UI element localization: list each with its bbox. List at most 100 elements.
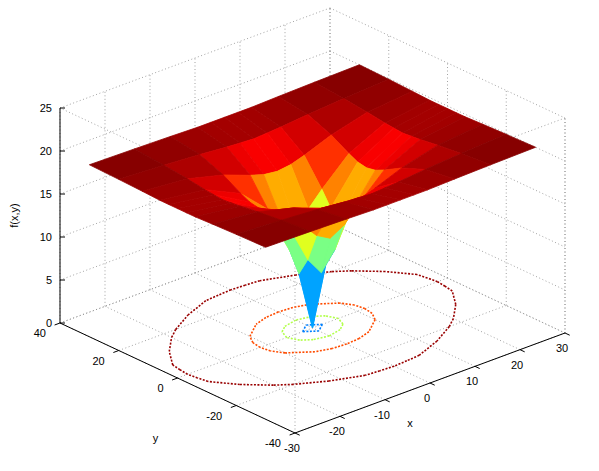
x-tick: [475, 366, 480, 368]
contour-segment: [438, 282, 446, 287]
contour-segment: [419, 341, 437, 355]
contour-segment: [278, 307, 293, 312]
contour-segment: [303, 330, 319, 332]
grid-line: [565, 118, 566, 333]
y-tick-label: -20: [206, 410, 222, 422]
contour-segment: [329, 375, 365, 381]
contour-segment: [385, 272, 417, 275]
contour-segment: [445, 286, 452, 291]
plot-area: [89, 65, 535, 385]
grid-line: [330, 180, 565, 290]
contour-segment: [449, 319, 453, 327]
z-axis: [60, 108, 61, 323]
contour-segment: [169, 338, 171, 352]
grid: [60, 8, 565, 433]
z-tick: [60, 280, 65, 281]
x-tick-label: -10: [374, 409, 390, 421]
z-tick-label: 20: [40, 145, 52, 157]
contour-segment: [172, 329, 176, 337]
grid-line: [119, 251, 389, 351]
x-tick: [295, 433, 300, 435]
z-tick-label: 10: [40, 231, 52, 243]
grid-line: [60, 108, 61, 323]
contour-segment: [206, 295, 218, 300]
contour-segment: [260, 275, 296, 281]
y-tick-label: -40: [265, 437, 281, 449]
y-tick-label: 40: [34, 327, 46, 339]
x-tick-label: 30: [556, 342, 568, 354]
contour-segment: [273, 384, 293, 386]
contour-segment: [266, 312, 278, 317]
grid-line: [330, 8, 565, 118]
x-axis-label: x: [407, 417, 413, 429]
contour-segment: [287, 338, 300, 341]
contour-segment: [240, 384, 274, 386]
contour-segment: [417, 275, 427, 279]
contour-segment: [198, 378, 208, 382]
contour-segment: [173, 365, 180, 370]
x-tick: [565, 333, 570, 335]
contour-segment: [340, 324, 343, 330]
contour-segment: [332, 344, 347, 349]
z-axis-label: f(x,y): [8, 203, 20, 227]
grid-line: [240, 256, 475, 366]
contour-segment: [315, 349, 332, 352]
y-axis-label: y: [153, 432, 159, 444]
x-tick-label: 0: [424, 392, 430, 404]
contour-segment: [188, 301, 206, 315]
x-tick: [385, 400, 390, 402]
z-tick: [60, 108, 65, 109]
contour-segment: [325, 316, 338, 319]
z-tick-label: 25: [40, 102, 52, 114]
grid-line: [150, 290, 385, 400]
grid-line: [330, 223, 565, 333]
contour-segment: [282, 326, 285, 332]
box-edge: [60, 108, 295, 218]
y-tick-label: 20: [93, 355, 105, 367]
x-tick: [340, 416, 345, 418]
y-tick: [113, 351, 118, 353]
grid-line: [506, 91, 507, 306]
contour-segment: [338, 318, 343, 324]
contour-segment: [452, 291, 455, 304]
x-tick: [430, 383, 435, 385]
grid-line: [295, 333, 565, 433]
surface-patch: [236, 220, 310, 247]
contour-segment: [437, 327, 449, 341]
z-tick: [60, 151, 65, 152]
contour-segment: [352, 270, 386, 272]
contour-segment: [260, 347, 270, 351]
contour-segment: [332, 270, 352, 272]
surface: [89, 65, 535, 328]
contour-segment: [176, 315, 188, 329]
contour-segment: [180, 370, 188, 375]
contour-segment: [453, 305, 455, 319]
y-tick: [172, 378, 177, 380]
y-tick: [290, 433, 295, 435]
contour-segment: [300, 339, 314, 341]
y-tick-label: 0: [157, 382, 163, 394]
x-tick-label: -20: [329, 425, 345, 437]
contour-segment: [340, 303, 355, 305]
axes: [60, 108, 565, 433]
contour-segment: [359, 332, 369, 339]
chart: -30-20-100102030-40-20020400510152025xyf…: [0, 0, 599, 471]
contour-segment: [347, 339, 359, 344]
labels: -30-20-100102030-40-20020400510152025xyf…: [8, 102, 568, 454]
contour-segment: [285, 352, 315, 353]
contour-segment: [427, 278, 437, 282]
y-axis: [60, 323, 295, 433]
contour-segment: [253, 343, 260, 348]
x-tick-label: -30: [284, 442, 300, 454]
contour-segment: [231, 285, 245, 290]
box-edge: [565, 118, 566, 333]
z-tick-label: 5: [46, 274, 52, 286]
contour-segment: [319, 324, 322, 331]
contour-segment: [285, 320, 296, 326]
contour-segment: [282, 332, 287, 338]
contour-segment: [407, 355, 419, 360]
contour-segment: [303, 325, 306, 332]
grid-line: [105, 91, 106, 306]
contour-segment: [188, 374, 198, 378]
contour-segment: [271, 351, 286, 353]
